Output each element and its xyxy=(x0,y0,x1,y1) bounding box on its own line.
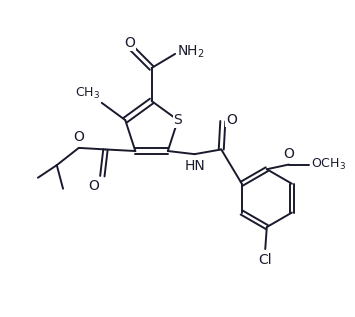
Text: O: O xyxy=(283,147,294,161)
Text: CH$_3$: CH$_3$ xyxy=(75,86,100,101)
Text: O: O xyxy=(73,130,84,144)
Text: Cl: Cl xyxy=(258,253,272,267)
Text: O: O xyxy=(226,113,237,126)
Text: O: O xyxy=(124,36,135,50)
Text: HN: HN xyxy=(184,159,205,173)
Text: NH$_2$: NH$_2$ xyxy=(177,44,204,61)
Text: OCH$_3$: OCH$_3$ xyxy=(311,157,346,172)
Text: O: O xyxy=(88,179,99,193)
Text: S: S xyxy=(174,113,182,127)
